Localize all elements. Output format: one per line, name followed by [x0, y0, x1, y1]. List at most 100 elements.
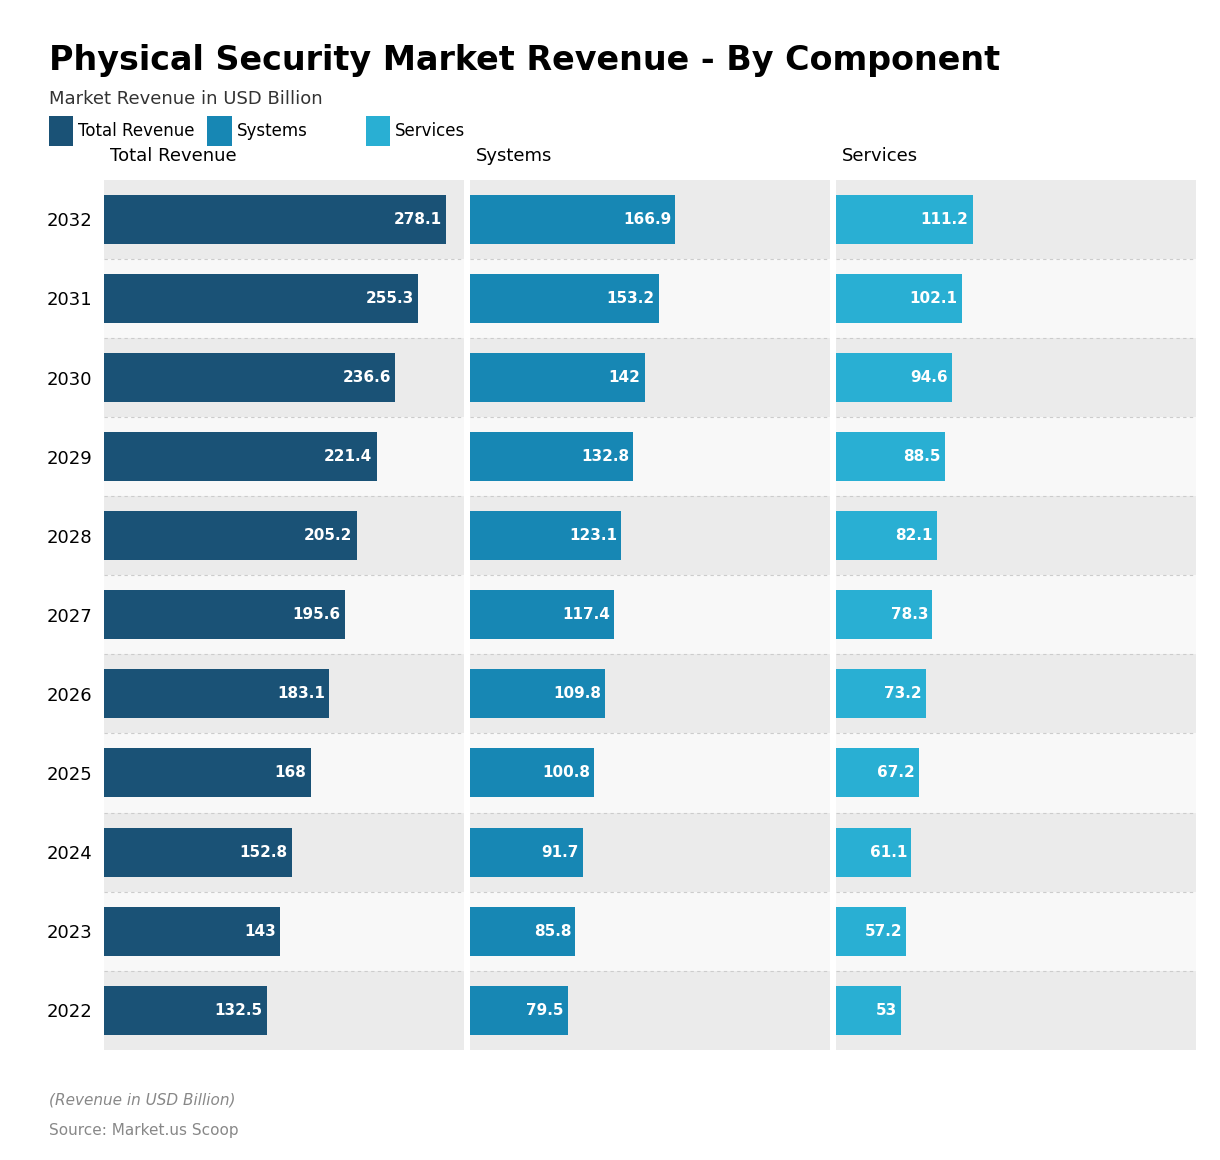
- Text: 85.8: 85.8: [534, 923, 571, 938]
- Text: 278.1: 278.1: [394, 212, 443, 227]
- Text: 88.5: 88.5: [903, 449, 941, 464]
- Bar: [470, 575, 830, 654]
- Bar: [104, 590, 345, 639]
- Bar: [836, 512, 937, 560]
- Bar: [470, 338, 830, 418]
- Bar: [470, 590, 615, 639]
- Bar: [836, 669, 926, 718]
- Bar: [470, 433, 633, 481]
- Text: 102.1: 102.1: [909, 291, 958, 306]
- Text: Systems: Systems: [476, 146, 553, 165]
- Text: Total Revenue: Total Revenue: [78, 122, 194, 140]
- Text: 168: 168: [274, 766, 306, 781]
- Bar: [104, 892, 464, 971]
- Bar: [836, 575, 1196, 654]
- Text: 166.9: 166.9: [623, 212, 671, 227]
- Text: Services: Services: [842, 146, 917, 165]
- Text: 132.8: 132.8: [581, 449, 630, 464]
- Bar: [104, 827, 292, 877]
- Bar: [104, 338, 464, 418]
- Text: 79.5: 79.5: [526, 1002, 564, 1017]
- Text: Total Revenue: Total Revenue: [110, 146, 237, 165]
- Bar: [104, 195, 447, 244]
- Bar: [470, 986, 567, 1035]
- Bar: [470, 748, 594, 798]
- Bar: [470, 892, 830, 971]
- Text: (Revenue in USD Billion): (Revenue in USD Billion): [49, 1093, 235, 1108]
- Text: 195.6: 195.6: [293, 608, 340, 622]
- Text: Systems: Systems: [237, 122, 307, 140]
- Bar: [104, 812, 464, 892]
- Bar: [470, 654, 830, 733]
- Bar: [470, 259, 830, 338]
- Text: Source: Market.us Scoop: Source: Market.us Scoop: [49, 1123, 238, 1138]
- Bar: [104, 496, 464, 575]
- Bar: [470, 274, 659, 322]
- Bar: [836, 812, 1196, 892]
- Bar: [836, 590, 932, 639]
- Text: 78.3: 78.3: [891, 608, 928, 622]
- Bar: [104, 748, 311, 798]
- Bar: [104, 259, 464, 338]
- Text: Market Revenue in USD Billion: Market Revenue in USD Billion: [49, 90, 322, 109]
- Bar: [836, 827, 911, 877]
- Bar: [836, 892, 1196, 971]
- Bar: [104, 654, 464, 733]
- Text: 61.1: 61.1: [870, 844, 906, 860]
- Bar: [836, 353, 953, 403]
- Bar: [104, 274, 418, 322]
- Bar: [836, 748, 919, 798]
- Text: 183.1: 183.1: [277, 687, 326, 702]
- Text: 57.2: 57.2: [865, 923, 902, 938]
- Bar: [470, 907, 576, 956]
- Text: 153.2: 153.2: [606, 291, 654, 306]
- Text: 82.1: 82.1: [895, 528, 933, 543]
- Bar: [104, 986, 267, 1035]
- Text: 109.8: 109.8: [553, 687, 601, 702]
- Bar: [836, 418, 1196, 496]
- Text: 255.3: 255.3: [366, 291, 415, 306]
- Bar: [836, 971, 1196, 1050]
- Text: 111.2: 111.2: [921, 212, 969, 227]
- Text: 236.6: 236.6: [343, 370, 392, 385]
- Bar: [836, 274, 961, 322]
- Bar: [470, 512, 621, 560]
- Bar: [470, 733, 830, 812]
- Text: 53: 53: [876, 1002, 897, 1017]
- Text: 67.2: 67.2: [877, 766, 915, 781]
- Bar: [470, 496, 830, 575]
- Bar: [470, 195, 676, 244]
- Text: Physical Security Market Revenue - By Component: Physical Security Market Revenue - By Co…: [49, 44, 1000, 77]
- Bar: [470, 827, 583, 877]
- Bar: [470, 418, 830, 496]
- Text: 143: 143: [244, 923, 276, 938]
- Bar: [836, 907, 906, 956]
- Text: 73.2: 73.2: [884, 687, 922, 702]
- Bar: [836, 986, 902, 1035]
- Text: 91.7: 91.7: [542, 844, 578, 860]
- Bar: [470, 180, 830, 259]
- Bar: [104, 971, 464, 1050]
- Text: 205.2: 205.2: [304, 528, 353, 543]
- Bar: [836, 259, 1196, 338]
- Text: 94.6: 94.6: [910, 370, 948, 385]
- Bar: [470, 971, 830, 1050]
- Bar: [836, 654, 1196, 733]
- Text: 132.5: 132.5: [215, 1002, 262, 1017]
- Bar: [470, 669, 605, 718]
- Text: 123.1: 123.1: [570, 528, 617, 543]
- Text: 221.4: 221.4: [325, 449, 372, 464]
- Text: 152.8: 152.8: [240, 844, 288, 860]
- Bar: [836, 496, 1196, 575]
- Bar: [470, 353, 644, 403]
- Text: 142: 142: [609, 370, 640, 385]
- Bar: [104, 418, 464, 496]
- Bar: [104, 180, 464, 259]
- Bar: [104, 353, 395, 403]
- Bar: [104, 907, 279, 956]
- Bar: [104, 575, 464, 654]
- Text: 117.4: 117.4: [562, 608, 610, 622]
- Bar: [470, 812, 830, 892]
- Bar: [104, 433, 377, 481]
- Bar: [104, 512, 356, 560]
